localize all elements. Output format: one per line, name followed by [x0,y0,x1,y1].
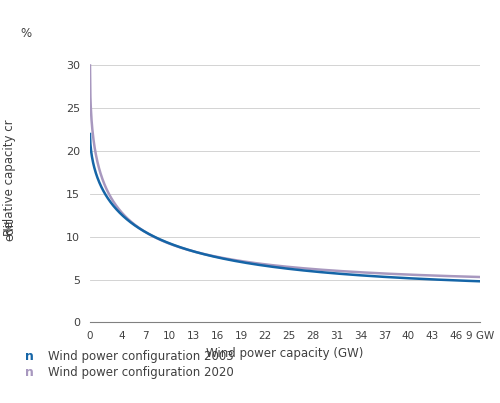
Text: Wind power configuration 2020: Wind power configuration 2020 [48,366,233,379]
Text: Relative capacity cr: Relative capacity cr [4,119,16,236]
Text: edit: edit [4,218,16,241]
Text: Wind power configuration 2003: Wind power configuration 2003 [48,350,233,363]
X-axis label: Wind power capacity (GW): Wind power capacity (GW) [206,347,364,360]
Text: %: % [20,27,31,40]
Text: n: n [25,366,34,379]
Text: n: n [25,350,34,363]
